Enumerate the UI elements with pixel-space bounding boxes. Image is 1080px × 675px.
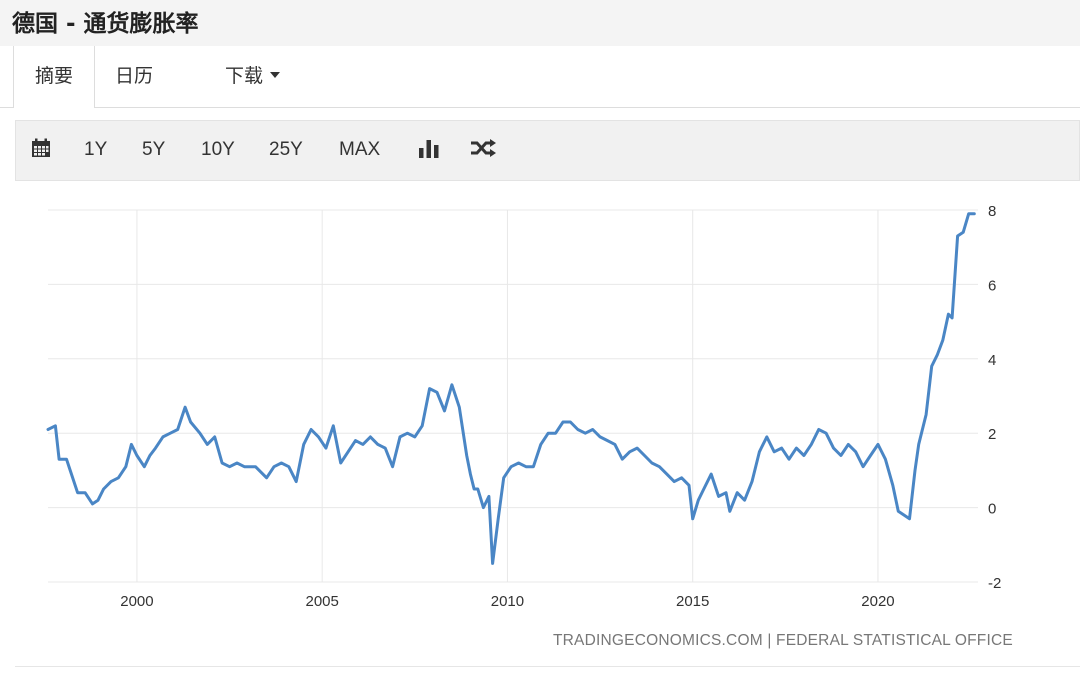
chart-toolbar: 1Y 5Y 10Y 25Y MAX	[15, 120, 1080, 181]
range-25y-button[interactable]: 25Y	[269, 139, 303, 160]
source-attribution: TRADINGECONOMICS.COM | FEDERAL STATISTIC…	[553, 632, 1013, 649]
x-tick-label: 2010	[491, 593, 524, 610]
y-tick-label: 4	[988, 352, 996, 369]
y-tick-label: -2	[988, 575, 1001, 592]
line-chart: -2 0 2 4 6 8 2000 2005 2010 2015 2020	[46, 203, 1001, 610]
y-tick-label: 2	[988, 426, 996, 443]
caret-down-icon	[270, 71, 281, 78]
y-tick-label: 8	[988, 203, 996, 220]
range-5y-button[interactable]: 5Y	[142, 139, 166, 160]
range-10y-button[interactable]: 10Y	[201, 139, 235, 160]
x-tick-label: 2005	[305, 593, 338, 610]
grid-layer	[48, 209, 978, 583]
series-line	[46, 212, 976, 565]
chart-area: -2 0 2 4 6 8 2000 2005 2010 2015 2020	[0, 181, 1080, 671]
range-1y-button[interactable]: 1Y	[84, 139, 108, 160]
tab-calendar[interactable]: 日历	[115, 65, 154, 87]
y-tick-label: 0	[988, 501, 996, 518]
tick-layer: -2 0 2 4 6 8 2000 2005 2010 2015 2020	[120, 203, 1001, 610]
y-tick-label: 6	[988, 277, 996, 294]
calendar-icon[interactable]	[31, 138, 51, 160]
shuffle-icon[interactable]	[470, 138, 496, 160]
tab-download[interactable]: 下载	[225, 46, 281, 107]
page-title: 德国 - 通货膨胀率	[12, 11, 199, 37]
x-tick-label: 2020	[861, 593, 894, 610]
tab-summary[interactable]: 摘要	[13, 46, 95, 108]
line-layer	[46, 212, 976, 565]
x-tick-label: 2000	[120, 593, 153, 610]
bottom-border	[15, 666, 1080, 667]
bar-chart-icon[interactable]	[418, 138, 440, 160]
tab-download-label: 下载	[225, 65, 264, 87]
title-bar: 德国 - 通货膨胀率	[0, 0, 1080, 47]
range-max-button[interactable]: MAX	[339, 139, 381, 160]
tabs-bar: 摘要 日历 下载	[0, 46, 1080, 108]
x-tick-label: 2015	[676, 593, 709, 610]
